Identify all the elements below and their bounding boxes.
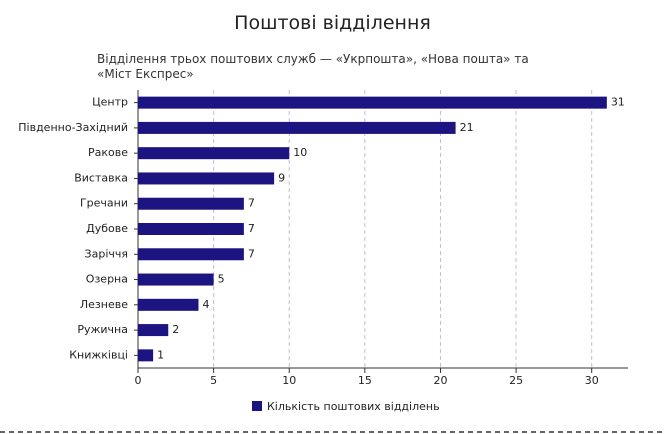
value-label: 31 xyxy=(611,96,625,109)
value-label: 5 xyxy=(218,273,225,286)
bar xyxy=(138,147,290,160)
y-tick-label: Центр xyxy=(92,96,128,109)
bar xyxy=(138,96,607,109)
y-tick-label: Книжківці xyxy=(69,348,128,361)
value-label: 7 xyxy=(248,222,255,235)
x-tick-label: 10 xyxy=(282,374,296,387)
y-tick-label: Ружична xyxy=(77,323,128,336)
chart-subtitle: Відділення трьох поштових служб — «Укрпо… xyxy=(97,52,529,81)
y-tick-label: Озерна xyxy=(86,273,128,286)
bar xyxy=(138,349,154,362)
y-tick-label: Заріччя xyxy=(85,247,128,260)
y-tick-label: Південно-Західний xyxy=(18,121,128,134)
x-tick-label: 0 xyxy=(135,374,142,387)
y-tick-label: Лезневе xyxy=(80,298,128,311)
bar xyxy=(138,197,244,210)
value-label: 21 xyxy=(460,121,474,134)
value-label: 7 xyxy=(248,247,255,260)
value-label: 1 xyxy=(157,348,164,361)
chart-title: Поштові відділення xyxy=(234,12,431,34)
y-tick-label: Ракове xyxy=(88,146,128,159)
x-tick-label: 20 xyxy=(433,374,447,387)
bar xyxy=(138,324,169,337)
bar xyxy=(138,273,214,286)
x-tick-label: 25 xyxy=(509,374,523,387)
bar xyxy=(138,223,244,235)
value-label: 4 xyxy=(202,298,209,311)
x-tick-label: 30 xyxy=(585,374,599,387)
value-label: 2 xyxy=(172,323,179,336)
y-tick-label: Виставка xyxy=(74,171,128,184)
value-label: 10 xyxy=(293,146,307,159)
value-label: 9 xyxy=(278,171,285,184)
legend-swatch xyxy=(252,401,262,411)
y-tick-label: Дубове xyxy=(86,222,128,235)
x-tick-label: 5 xyxy=(210,374,217,387)
y-tick-label: Гречани xyxy=(80,197,128,210)
value-label: 7 xyxy=(248,197,255,210)
bar xyxy=(138,172,275,185)
x-tick-label: 15 xyxy=(358,374,372,387)
legend-label: Кількість поштових відділень xyxy=(267,400,440,413)
bar xyxy=(138,121,456,134)
bar xyxy=(138,248,244,261)
bar xyxy=(138,298,199,311)
